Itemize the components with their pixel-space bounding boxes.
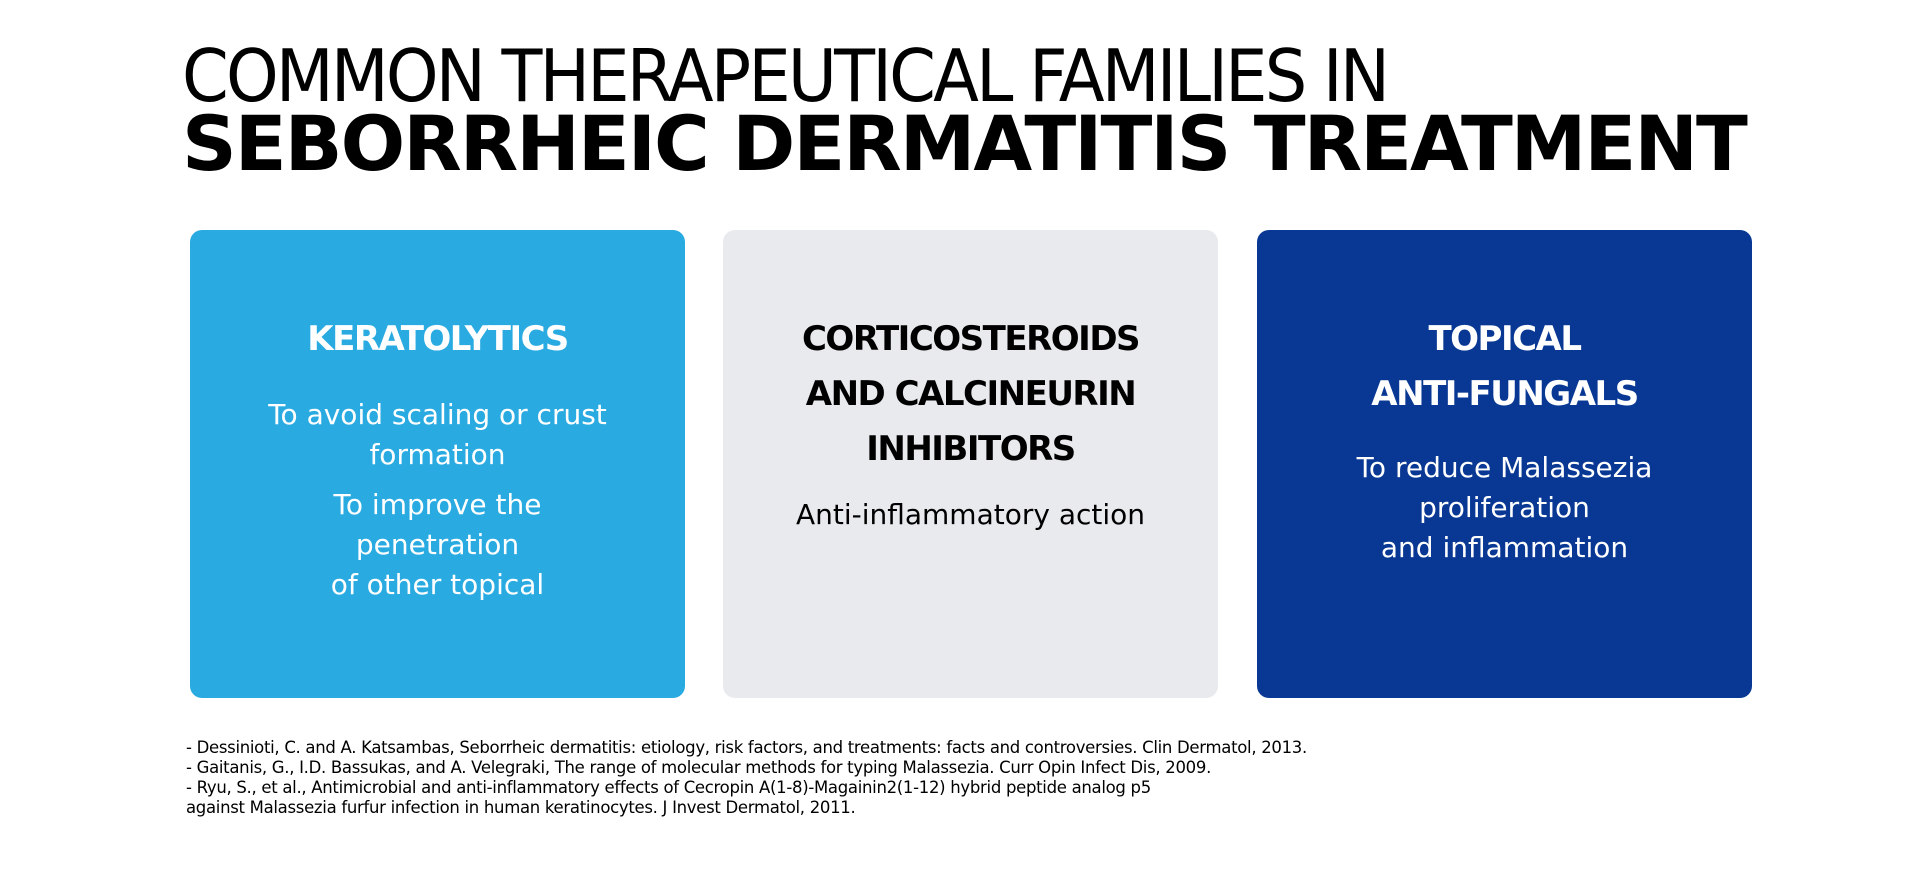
card-title-line: TOPICAL (1428, 319, 1582, 359)
reference-item: against Malassezia furfur infection in h… (186, 798, 856, 817)
reference-item: - Dessinioti, C. and A. Katsambas, Sebor… (186, 738, 1307, 757)
text-line: To avoid scaling or crust (268, 398, 607, 431)
card-paragraph: Anti-inflammatory action (723, 495, 1218, 535)
card-title: TOPICAL ANTI-FUNGALS (1257, 312, 1752, 422)
card-body: To reduce Malassezia proliferation and inf… (1257, 448, 1752, 568)
text-line: proliferation (1419, 491, 1590, 524)
card-paragraph: To avoid scaling or crust formation (190, 395, 685, 475)
card-body: Anti-inflammatory action (723, 495, 1218, 535)
text-line: and inflammation (1380, 531, 1629, 564)
card-title-line: INHIBITORS (866, 429, 1076, 469)
card-title-line: KERATOLYTICS (307, 319, 569, 359)
text-line: formation (369, 438, 506, 471)
text-line: penetration (355, 528, 520, 561)
title-line-2: SEBORRHEIC DERMATITIS TREATMENT (182, 99, 1748, 188)
card-topical-antifungals: TOPICAL ANTI-FUNGALS To reduce Malassezi… (1257, 230, 1752, 698)
text-line: of other topical (330, 568, 545, 601)
reference-item: - Ryu, S., et al., Antimicrobial and ant… (186, 778, 1151, 797)
card-paragraph: To improve the penetration of other topica… (190, 485, 685, 605)
text-line: To improve the (333, 488, 542, 521)
card-title-line: AND CALCINEURIN (805, 374, 1137, 414)
card-title-line: ANTI-FUNGALS (1371, 374, 1639, 414)
card-title-line: CORTICOSTEROIDS (801, 319, 1141, 359)
card-title: CORTICOSTEROIDS AND CALCINEURIN INHIBITO… (723, 312, 1218, 477)
card-keratolytics: KERATOLYTICS To avoid scaling or crust fo… (190, 230, 685, 698)
title-line-1: COMMON THERAPEUTICAL FAMILIES IN (182, 34, 1390, 118)
text-line: Anti-inflammatory action (795, 498, 1146, 531)
card-body: To avoid scaling or crust formation To im… (190, 395, 685, 605)
references: - Dessinioti, C. and A. Katsambas, Sebor… (186, 738, 1307, 818)
text-line: To reduce Malassezia (1356, 451, 1653, 484)
card-title: KERATOLYTICS (190, 312, 685, 367)
card-paragraph: To reduce Malassezia proliferation and inf… (1257, 448, 1752, 568)
card-corticosteroids: CORTICOSTEROIDS AND CALCINEURIN INHIBITO… (723, 230, 1218, 698)
reference-item: - Gaitanis, G., I.D. Bassukas, and A. Ve… (186, 758, 1212, 777)
